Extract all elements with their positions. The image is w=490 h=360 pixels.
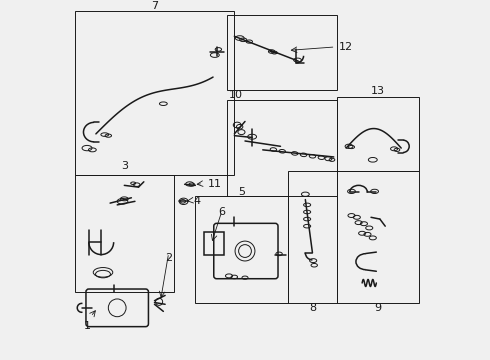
- Bar: [196, 196, 288, 302]
- Text: 10: 10: [229, 90, 243, 100]
- Text: 12: 12: [339, 42, 353, 52]
- Bar: [337, 96, 419, 171]
- Text: 13: 13: [371, 86, 385, 96]
- Bar: [74, 175, 174, 292]
- Text: 5: 5: [238, 188, 245, 197]
- Bar: [227, 100, 337, 196]
- Text: 8: 8: [309, 303, 316, 313]
- Text: 3: 3: [121, 161, 128, 171]
- Text: 6: 6: [219, 207, 225, 217]
- Text: 7: 7: [151, 1, 158, 11]
- Text: 11: 11: [208, 179, 222, 189]
- Bar: [337, 171, 419, 302]
- Text: 1: 1: [83, 321, 91, 330]
- Text: 2: 2: [165, 253, 172, 263]
- Bar: [204, 231, 224, 255]
- Text: 4: 4: [194, 196, 200, 206]
- Bar: [227, 15, 337, 90]
- Bar: [74, 12, 234, 175]
- Bar: [288, 171, 337, 302]
- Text: 9: 9: [374, 303, 382, 313]
